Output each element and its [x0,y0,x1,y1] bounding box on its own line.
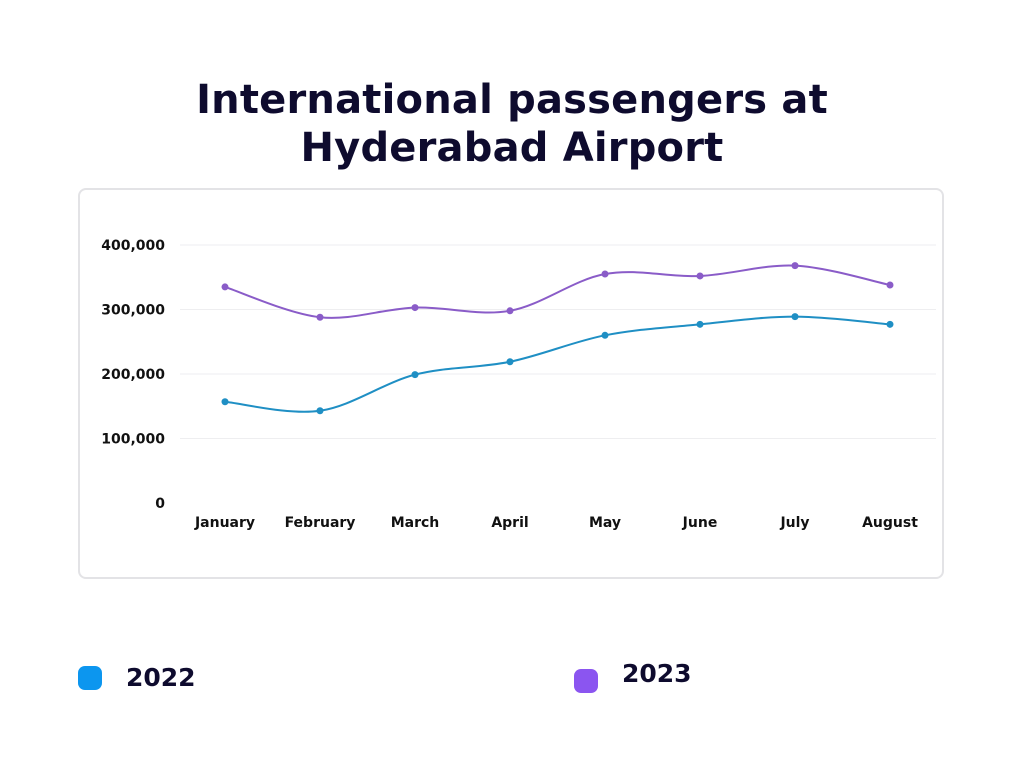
data-point-2022-july[interactable] [791,313,799,321]
y-tick-label: 0 [155,496,165,512]
x-tick-label: August [862,515,918,531]
series-lines [224,264,891,413]
grid-lines [180,244,936,439]
x-tick-label: June [682,515,718,531]
chart-card [78,188,944,579]
data-point-2023-may[interactable] [601,270,609,278]
chart-title-line-1: International passengers at [196,77,828,123]
legend-item-2022[interactable]: 2022 [78,663,196,692]
data-point-2022-may[interactable] [601,331,609,339]
legend-label-2022: 2022 [126,663,196,692]
series-line-2022 [224,315,891,413]
data-point-2023-january[interactable] [221,283,229,291]
y-tick-label: 300,000 [101,303,165,319]
data-point-2022-april[interactable] [506,358,514,366]
y-axis-ticks: 0 100,000 200,000 300,000 400,000 [101,238,165,512]
legend-item-2023[interactable]: 2023 [574,659,692,693]
y-tick-label: 200,000 [101,367,165,383]
data-point-2023-june[interactable] [696,272,704,280]
data-point-2022-august[interactable] [886,320,894,328]
x-axis-ticks: January February March April May June July Augu… [194,515,918,531]
y-tick-label: 400,000 [101,238,165,254]
data-point-2022-february[interactable] [316,407,324,415]
x-tick-label: March [391,515,440,531]
x-tick-label: January [194,515,255,531]
data-point-2023-august[interactable] [886,281,894,289]
x-tick-label: April [491,515,528,531]
legend-label-2023: 2023 [622,659,692,688]
series-points [221,262,894,415]
x-tick-label: July [779,515,809,531]
data-point-2023-february[interactable] [316,313,324,321]
legend-swatch-2022 [78,665,102,690]
y-tick-label: 100,000 [101,432,165,448]
chart-title-line-2: Hyderabad Airport [300,125,724,171]
data-point-2022-june[interactable] [696,320,704,328]
legend-swatch-2023 [574,668,598,693]
data-point-2023-april[interactable] [506,307,514,315]
data-point-2022-january[interactable] [221,398,229,406]
data-point-2023-july[interactable] [791,262,799,270]
x-tick-label: February [285,515,356,531]
series-line-2023 [224,264,891,319]
x-tick-label: May [589,515,621,531]
data-point-2023-march[interactable] [411,304,419,312]
chart-title: International passengers at Hyderabad Ai… [0,76,1024,172]
data-point-2022-march[interactable] [411,371,419,379]
